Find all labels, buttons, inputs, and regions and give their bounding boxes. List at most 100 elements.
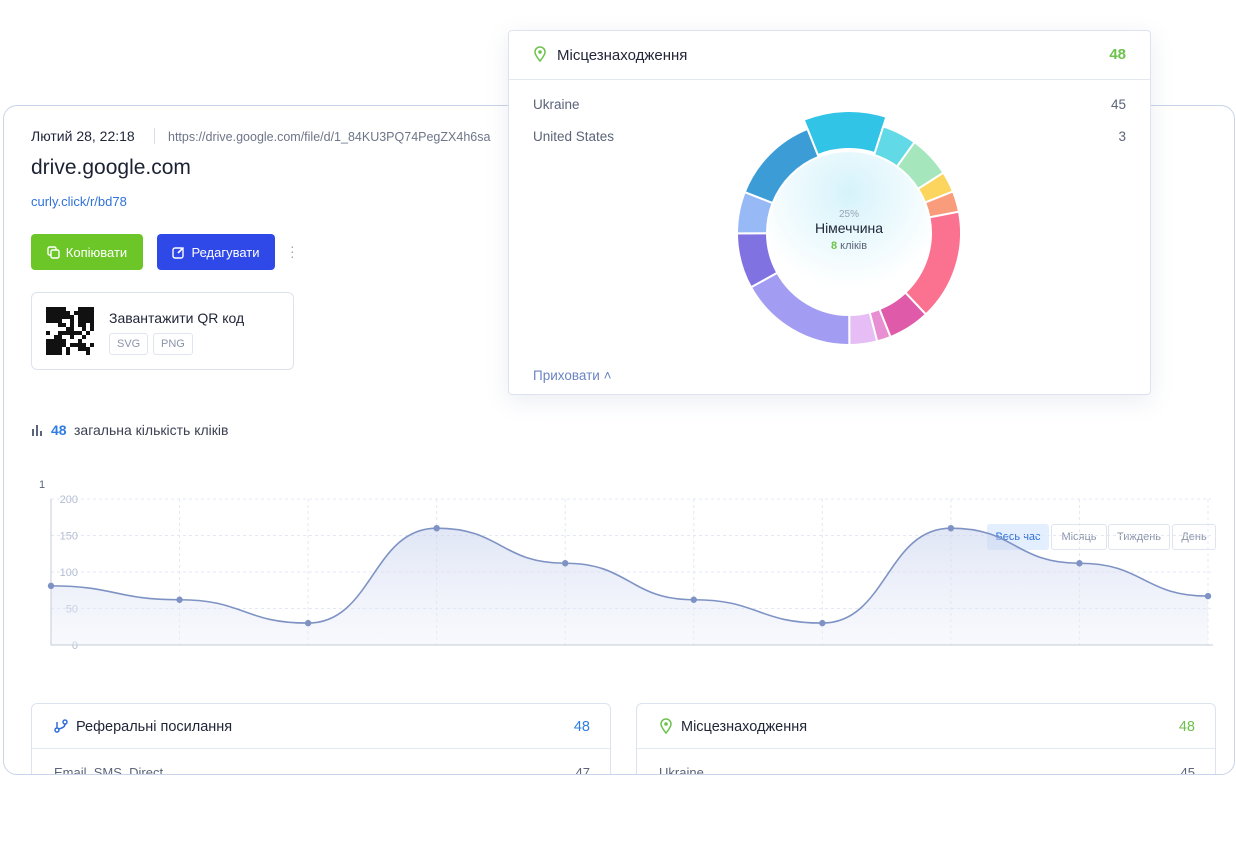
qr-cell bbox=[70, 343, 74, 347]
qr-cell bbox=[86, 351, 90, 355]
qr-cell bbox=[82, 319, 86, 323]
hide-link[interactable]: Приховати ˄ bbox=[533, 368, 612, 383]
qr-cell bbox=[82, 323, 86, 327]
qr-cell bbox=[82, 327, 86, 331]
qr-cell bbox=[82, 315, 86, 319]
copy-button[interactable]: Копіювати bbox=[31, 234, 143, 270]
point bbox=[819, 619, 826, 627]
qr-cell bbox=[58, 339, 62, 343]
link-title: drive.google.com bbox=[31, 156, 191, 179]
qr-cell bbox=[54, 335, 58, 339]
png-button[interactable]: PNG bbox=[153, 333, 193, 355]
qr-cell bbox=[50, 315, 54, 319]
svg-button[interactable]: SVG bbox=[109, 333, 149, 355]
point bbox=[433, 525, 440, 532]
qr-cell bbox=[66, 351, 70, 355]
qr-cell bbox=[82, 307, 86, 311]
more-menu[interactable]: · · · bbox=[290, 238, 295, 264]
qr-cell bbox=[78, 339, 82, 343]
donut-segment bbox=[743, 127, 820, 205]
qr-cell bbox=[86, 347, 90, 351]
y-tick-label: 0 bbox=[72, 640, 78, 652]
qr-cell bbox=[70, 323, 74, 327]
qr-cell bbox=[62, 331, 66, 335]
bar-icon bbox=[32, 425, 42, 436]
qr-cell bbox=[86, 319, 90, 323]
center-percent: 25% bbox=[839, 209, 859, 220]
qr-cell bbox=[46, 311, 50, 315]
point bbox=[1204, 592, 1212, 600]
qr-cell bbox=[62, 315, 66, 319]
qr-cell bbox=[78, 331, 82, 335]
pin-icon bbox=[534, 46, 546, 62]
qr-cell bbox=[54, 351, 58, 355]
y-tick-label: 200 bbox=[60, 494, 78, 506]
qr-cell bbox=[66, 327, 70, 331]
copy-label: Копіювати bbox=[65, 244, 128, 260]
qr-cell bbox=[46, 339, 50, 343]
qr-cell bbox=[50, 307, 54, 311]
row-name: Ukraine bbox=[533, 97, 580, 112]
qr-cell bbox=[66, 311, 70, 315]
short-link[interactable]: curly.click/r/bd78 bbox=[31, 194, 127, 209]
edit-button[interactable]: Редагувати bbox=[157, 234, 275, 270]
qr-cell bbox=[82, 347, 86, 351]
point bbox=[1076, 560, 1083, 567]
point bbox=[947, 525, 955, 532]
date: Лютий 28, 22:18 bbox=[31, 128, 135, 144]
qr-cell bbox=[78, 307, 82, 311]
qr-cell bbox=[86, 307, 90, 311]
qr-cell bbox=[66, 331, 70, 335]
row-value: 47 bbox=[575, 765, 590, 775]
row-name: Ukraine bbox=[659, 765, 704, 775]
point bbox=[304, 619, 312, 627]
location-popup: Місцезнаходження 48 Ukraine 45 United St… bbox=[508, 30, 1151, 395]
point bbox=[690, 596, 697, 603]
donut-chart: 25%Німеччина 8 кліків bbox=[729, 110, 969, 361]
url: https://drive.google.com/file/d/1_84KU3P… bbox=[168, 130, 491, 144]
y-axis-label: 1 bbox=[39, 479, 45, 491]
qr-cell bbox=[78, 319, 82, 323]
qr-box: Завантажити QR код SVG PNG bbox=[31, 292, 294, 370]
popup-title: Місцезнаходження bbox=[557, 47, 688, 64]
edit-icon bbox=[172, 246, 185, 259]
qr-cell bbox=[54, 347, 58, 351]
qr-cell bbox=[70, 331, 74, 335]
qr-cell bbox=[58, 331, 62, 335]
qr-cell bbox=[58, 315, 62, 319]
area bbox=[51, 528, 1208, 645]
qr-cell bbox=[66, 347, 70, 351]
period-week[interactable]: Тиждень bbox=[1108, 524, 1170, 550]
qr-cell bbox=[46, 351, 50, 355]
divider bbox=[32, 748, 610, 749]
pin-icon bbox=[660, 718, 672, 734]
center-name: Німеччина bbox=[815, 220, 883, 236]
qr-cell bbox=[46, 315, 50, 319]
line bbox=[50, 527, 1209, 624]
qr-cell bbox=[78, 315, 82, 319]
qr-cell bbox=[58, 307, 62, 311]
period-day[interactable]: День bbox=[1172, 524, 1216, 550]
qr-cell bbox=[50, 347, 54, 351]
qr-cell bbox=[54, 319, 58, 323]
qr-cell bbox=[90, 323, 94, 327]
qr-cell bbox=[66, 315, 70, 319]
qr-cell bbox=[50, 339, 54, 343]
qr-cell bbox=[82, 335, 86, 339]
qr-cell bbox=[86, 311, 90, 315]
donut-center bbox=[768, 152, 930, 314]
row-name: Email, SMS, Direct bbox=[54, 765, 164, 775]
qr-cell bbox=[70, 315, 74, 319]
point bbox=[562, 560, 569, 567]
point bbox=[47, 582, 55, 590]
qr-cell bbox=[78, 323, 82, 327]
divider bbox=[154, 128, 155, 144]
qr-cell bbox=[82, 311, 86, 315]
qr-cell bbox=[50, 343, 54, 347]
qr-cell bbox=[90, 311, 94, 315]
qr-cell bbox=[58, 335, 62, 339]
qr-cell bbox=[74, 311, 78, 315]
qr-cell bbox=[78, 347, 82, 351]
qr-cell bbox=[54, 311, 58, 315]
